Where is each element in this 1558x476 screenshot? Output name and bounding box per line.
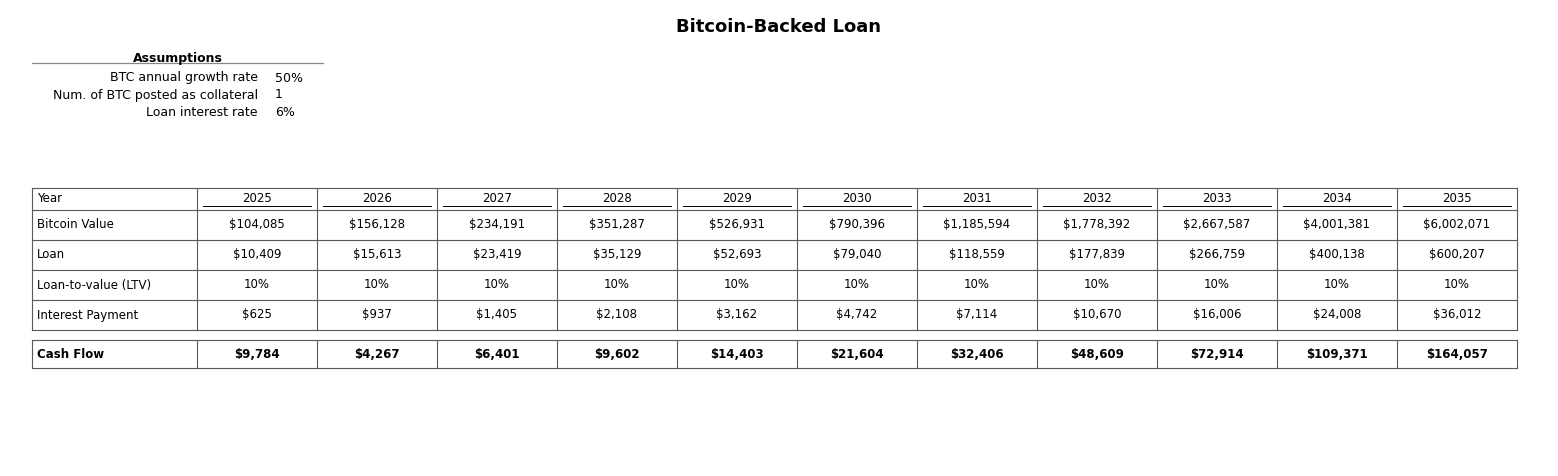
Text: Loan interest rate: Loan interest rate xyxy=(146,106,259,119)
Text: $79,040: $79,040 xyxy=(832,248,882,261)
Text: 2025: 2025 xyxy=(241,192,273,206)
Text: $1,185,594: $1,185,594 xyxy=(944,218,1011,231)
Text: $52,693: $52,693 xyxy=(712,248,762,261)
Text: Interest Payment: Interest Payment xyxy=(37,308,139,321)
Text: $109,371: $109,371 xyxy=(1306,347,1368,360)
Text: 2030: 2030 xyxy=(843,192,872,206)
Text: $3,162: $3,162 xyxy=(717,308,757,321)
Text: $400,138: $400,138 xyxy=(1309,248,1365,261)
Text: $937: $937 xyxy=(361,308,393,321)
Text: 10%: 10% xyxy=(365,278,390,291)
Text: $6,401: $6,401 xyxy=(474,347,520,360)
Text: $1,778,392: $1,778,392 xyxy=(1064,218,1131,231)
Text: 2035: 2035 xyxy=(1443,192,1472,206)
Text: Year: Year xyxy=(37,192,62,206)
Text: $24,008: $24,008 xyxy=(1313,308,1362,321)
Text: $600,207: $600,207 xyxy=(1429,248,1485,261)
Text: BTC annual growth rate: BTC annual growth rate xyxy=(111,71,259,85)
Text: 2029: 2029 xyxy=(721,192,753,206)
Text: $10,670: $10,670 xyxy=(1073,308,1122,321)
Text: $118,559: $118,559 xyxy=(949,248,1005,261)
Text: 10%: 10% xyxy=(1084,278,1109,291)
Text: $4,267: $4,267 xyxy=(354,347,400,360)
Text: $104,085: $104,085 xyxy=(229,218,285,231)
Text: $351,287: $351,287 xyxy=(589,218,645,231)
Text: $177,839: $177,839 xyxy=(1069,248,1125,261)
Text: $14,403: $14,403 xyxy=(710,347,763,360)
Text: $625: $625 xyxy=(241,308,273,321)
Text: Num. of BTC posted as collateral: Num. of BTC posted as collateral xyxy=(53,89,259,101)
Text: $48,609: $48,609 xyxy=(1070,347,1123,360)
Text: 2034: 2034 xyxy=(1323,192,1352,206)
Text: 10%: 10% xyxy=(724,278,749,291)
Text: $6,002,071: $6,002,071 xyxy=(1424,218,1491,231)
Text: Assumptions: Assumptions xyxy=(132,52,223,65)
Text: $35,129: $35,129 xyxy=(592,248,642,261)
Text: $9,784: $9,784 xyxy=(234,347,280,360)
Text: $2,108: $2,108 xyxy=(597,308,637,321)
Text: 2026: 2026 xyxy=(361,192,393,206)
Text: $23,419: $23,419 xyxy=(472,248,522,261)
Text: 10%: 10% xyxy=(844,278,869,291)
Text: 2033: 2033 xyxy=(1203,192,1232,206)
Text: $790,396: $790,396 xyxy=(829,218,885,231)
Text: $7,114: $7,114 xyxy=(957,308,997,321)
Text: $4,001,381: $4,001,381 xyxy=(1304,218,1371,231)
Text: Bitcoin Value: Bitcoin Value xyxy=(37,218,114,231)
Text: 10%: 10% xyxy=(1324,278,1349,291)
Text: $36,012: $36,012 xyxy=(1433,308,1482,321)
Text: $72,914: $72,914 xyxy=(1190,347,1243,360)
Text: $164,057: $164,057 xyxy=(1426,347,1488,360)
Text: 6%: 6% xyxy=(276,106,294,119)
Text: 10%: 10% xyxy=(485,278,509,291)
Text: $15,613: $15,613 xyxy=(352,248,402,261)
Text: $1,405: $1,405 xyxy=(477,308,517,321)
Text: $32,406: $32,406 xyxy=(950,347,1003,360)
Text: $9,602: $9,602 xyxy=(594,347,640,360)
Text: 10%: 10% xyxy=(1204,278,1229,291)
Text: $21,604: $21,604 xyxy=(830,347,883,360)
Text: Cash Flow: Cash Flow xyxy=(37,347,104,360)
Text: 2028: 2028 xyxy=(601,192,633,206)
Text: Loan-to-value (LTV): Loan-to-value (LTV) xyxy=(37,278,151,291)
Text: $2,667,587: $2,667,587 xyxy=(1184,218,1251,231)
Text: Loan: Loan xyxy=(37,248,65,261)
Text: 2032: 2032 xyxy=(1083,192,1112,206)
Text: 10%: 10% xyxy=(1444,278,1471,291)
Text: 1: 1 xyxy=(276,89,284,101)
Text: 10%: 10% xyxy=(605,278,629,291)
Text: 2027: 2027 xyxy=(481,192,513,206)
Text: $266,759: $266,759 xyxy=(1189,248,1245,261)
Text: $156,128: $156,128 xyxy=(349,218,405,231)
Text: $4,742: $4,742 xyxy=(837,308,877,321)
Text: 10%: 10% xyxy=(245,278,270,291)
Text: $526,931: $526,931 xyxy=(709,218,765,231)
Text: $16,006: $16,006 xyxy=(1193,308,1242,321)
Text: $234,191: $234,191 xyxy=(469,218,525,231)
Text: 50%: 50% xyxy=(276,71,302,85)
Text: 2031: 2031 xyxy=(963,192,992,206)
Text: $10,409: $10,409 xyxy=(232,248,282,261)
Text: Bitcoin-Backed Loan: Bitcoin-Backed Loan xyxy=(676,18,882,36)
Text: 10%: 10% xyxy=(964,278,989,291)
